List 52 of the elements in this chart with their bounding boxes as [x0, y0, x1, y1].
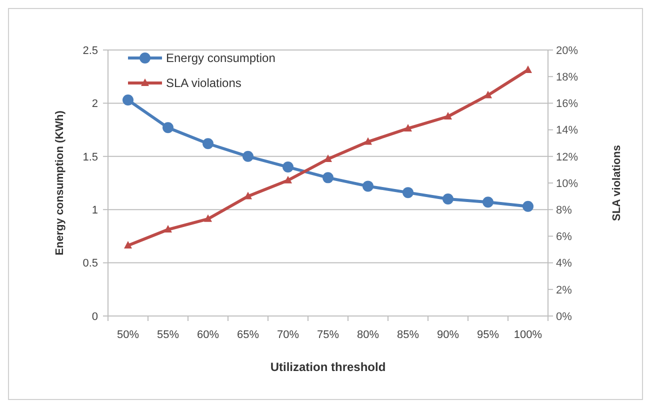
y-tick-label: 0.5: [82, 258, 98, 270]
y2-tick-label: 0%: [556, 310, 572, 323]
y-tick-label: 1.5: [82, 151, 98, 164]
x-tick-label: 70%: [276, 329, 300, 341]
y2-tick-label: 6%: [556, 231, 572, 244]
point: [444, 112, 452, 120]
x-tick-label: 85%: [396, 329, 420, 341]
x-tick-label: 100%: [514, 329, 542, 341]
y-tick-label: 2: [92, 98, 98, 110]
point: [122, 94, 134, 106]
point: [442, 193, 454, 204]
x-tick-label: 55%: [156, 329, 180, 341]
point: [362, 180, 374, 192]
x-tick-label: 75%: [316, 329, 340, 341]
y-tick-label: 2.5: [82, 44, 98, 57]
y2-tick-label: 2%: [556, 284, 572, 296]
x-tick-label: 65%: [236, 329, 260, 341]
point: [204, 214, 212, 222]
x-tick-label: 60%: [196, 329, 220, 341]
point: [124, 241, 132, 249]
y2-tick-label: 10%: [556, 178, 578, 190]
y-tick-label: 0: [92, 310, 98, 323]
point: [162, 122, 174, 134]
y2-tick-label: 4%: [556, 258, 572, 270]
y2-tick-label: 8%: [556, 204, 572, 216]
point: [164, 225, 172, 233]
x-tick-label: 90%: [436, 329, 460, 341]
x-tick-label: 50%: [116, 329, 140, 341]
point: [322, 172, 334, 184]
y-axis-title: Energy consumption (KWh): [54, 110, 66, 256]
point: [284, 176, 292, 184]
legend-label: SLA violations: [166, 76, 242, 90]
x-tick-label: 80%: [356, 329, 380, 341]
point: [242, 150, 254, 162]
point: [402, 187, 414, 198]
y2-tick-label: 14%: [556, 124, 578, 137]
y-tick-label: 1: [92, 204, 98, 216]
point: [404, 124, 412, 132]
x-axis-title: Utilization threshold: [270, 360, 386, 374]
point: [482, 196, 494, 208]
point: [522, 200, 534, 212]
y2-tick-label: 12%: [556, 151, 578, 164]
y2-tick-label: 16%: [556, 98, 578, 110]
point: [282, 162, 294, 173]
y2-axis-title: SLA violations: [611, 145, 623, 221]
y2-tick-label: 20%: [556, 44, 578, 57]
point: [202, 138, 214, 150]
y2-tick-label: 18%: [556, 71, 578, 84]
x-tick-label: 95%: [476, 329, 500, 341]
point: [364, 137, 372, 145]
point: [484, 90, 492, 98]
legend-label: Energy consumption: [166, 51, 276, 66]
